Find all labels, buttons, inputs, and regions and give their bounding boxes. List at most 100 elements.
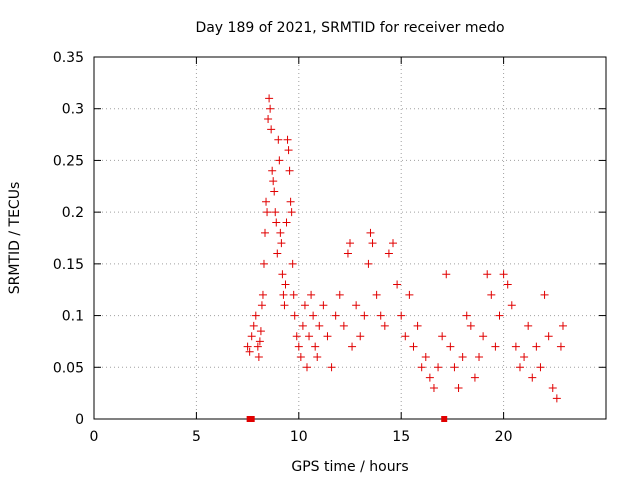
data-point [393,280,402,289]
data-point [556,342,565,351]
data-points [243,94,567,403]
data-point [376,311,385,320]
x-tick-label: 0 [90,429,99,445]
data-point [528,373,537,382]
data-point [298,321,307,330]
data-point [462,311,471,320]
data-point [343,249,352,258]
data-point [249,321,258,330]
data-point [331,311,340,320]
data-point [272,218,281,227]
data-point [417,363,426,372]
data-point [271,208,280,217]
data-point [262,197,271,206]
data-point [380,321,389,330]
data-point [315,321,324,330]
data-point [499,270,508,279]
data-point [364,259,373,268]
y-tick-label: 0.35 [53,50,84,66]
data-point [257,301,266,310]
data-point [532,342,541,351]
data-point [292,332,301,341]
data-point [277,239,286,248]
data-point [450,363,459,372]
y-tick-label: 0 [75,412,84,428]
data-point [267,125,276,134]
data-point [327,363,336,372]
data-point [536,363,545,372]
axis-ticks: 0 0.05 0.1 0.15 0.2 0.25 0.3 0.35 0 5 10 15 20 [53,50,606,445]
data-point [305,332,314,341]
data-point [251,311,260,320]
data-point [446,342,455,351]
data-point [265,94,274,103]
data-point [372,290,381,299]
data-point [352,301,361,310]
data-point [268,166,277,175]
data-point [296,352,305,361]
data-point [285,166,294,175]
data-point [511,342,520,351]
data-point [255,337,264,346]
data-point [278,270,287,279]
data-point [552,394,561,403]
grid-lines [94,57,606,419]
data-point [283,135,292,144]
data-point [368,239,377,248]
data-point [495,311,504,320]
data-point [274,135,283,144]
data-point [405,290,414,299]
data-point [287,208,296,217]
data-point [313,352,322,361]
data-point [421,352,430,361]
data-point [356,332,365,341]
data-point [282,218,291,227]
data-point [286,197,295,206]
data-point [264,115,273,124]
data-point [275,156,284,165]
data-point [300,301,309,310]
data-point [259,259,268,268]
data-point [425,373,434,382]
data-point [270,187,279,196]
data-point [247,332,256,341]
data-point [491,342,500,351]
data-point [409,342,418,351]
data-point [487,290,496,299]
gap-marker [248,416,255,422]
data-point [507,301,516,310]
data-point [384,249,393,258]
data-point [540,290,549,299]
data-point [302,363,311,372]
data-point [253,342,262,351]
x-tick-label: 20 [495,429,513,445]
data-point [323,332,332,341]
data-point [413,321,422,330]
data-point [263,208,272,217]
data-point [515,363,524,372]
data-point [466,321,475,330]
x-tick-label: 5 [192,429,201,445]
y-tick-label: 0.3 [62,102,84,118]
data-point [290,311,299,320]
plot-frame [93,56,607,420]
data-point [335,290,344,299]
data-point [401,332,410,341]
data-point [483,270,492,279]
x-axis-label: GPS time / hours [291,459,408,475]
data-point [548,383,557,392]
data-point [438,332,447,341]
x-tick-label: 15 [392,429,410,445]
data-point [397,311,406,320]
data-point [288,259,297,268]
data-point [346,239,354,248]
data-point [442,270,451,279]
y-axis-label: SRMTID / TECUs [7,182,23,295]
data-point [269,177,278,186]
data-point [475,352,484,361]
data-point [389,239,398,248]
data-point [284,146,293,155]
data-point [279,290,288,299]
data-point [245,347,254,356]
